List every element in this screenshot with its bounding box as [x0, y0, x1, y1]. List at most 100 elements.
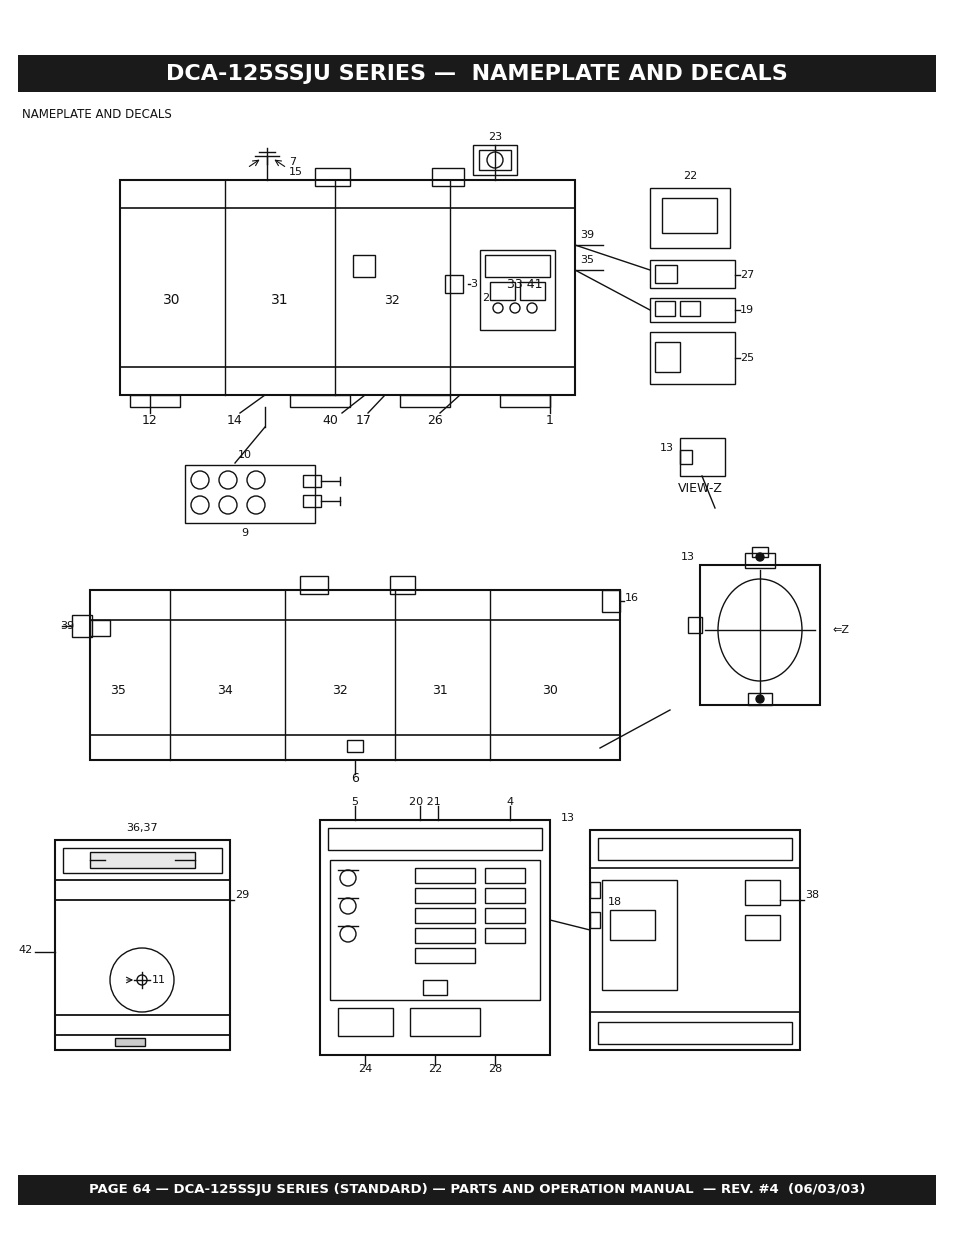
Bar — [90, 620, 110, 636]
Bar — [120, 180, 575, 395]
Bar — [115, 1037, 145, 1046]
Text: 33 41: 33 41 — [507, 279, 542, 291]
Bar — [661, 198, 717, 233]
Bar — [484, 927, 524, 944]
Bar — [299, 576, 328, 594]
Text: 16: 16 — [624, 593, 639, 603]
Text: 27: 27 — [740, 270, 754, 280]
Bar — [649, 298, 734, 322]
Text: 12: 12 — [142, 414, 157, 426]
Bar — [655, 266, 677, 283]
Bar — [598, 1023, 791, 1044]
Bar — [484, 888, 524, 903]
Bar — [679, 301, 700, 316]
Bar — [484, 908, 524, 923]
Bar — [415, 888, 475, 903]
Bar — [589, 911, 599, 927]
Bar — [479, 249, 555, 330]
Bar — [290, 395, 350, 408]
Bar — [18, 56, 935, 91]
Bar — [130, 395, 180, 408]
Text: 13: 13 — [560, 813, 575, 823]
Text: 22: 22 — [682, 170, 697, 182]
Text: 20 21: 20 21 — [409, 797, 440, 806]
Bar — [601, 881, 677, 990]
Text: 34: 34 — [217, 683, 233, 697]
Text: 3: 3 — [470, 279, 476, 289]
Bar — [649, 188, 729, 248]
Text: 36,37: 36,37 — [126, 823, 157, 832]
Bar — [687, 618, 701, 634]
Text: 15: 15 — [289, 167, 303, 177]
Bar — [90, 590, 619, 760]
Text: 13: 13 — [680, 552, 695, 562]
Bar — [589, 830, 800, 1050]
Text: 30: 30 — [541, 683, 558, 697]
Bar — [589, 882, 599, 898]
Text: 32: 32 — [332, 683, 348, 697]
Bar — [484, 254, 550, 277]
Text: 39: 39 — [579, 230, 594, 240]
Text: ⇐Z: ⇐Z — [831, 625, 848, 635]
Text: 42: 42 — [19, 945, 33, 955]
Bar — [353, 254, 375, 277]
Text: 31: 31 — [432, 683, 447, 697]
Text: 28: 28 — [487, 1065, 501, 1074]
Bar — [519, 282, 544, 300]
Text: NAMEPLATE AND DECALS: NAMEPLATE AND DECALS — [22, 107, 172, 121]
Bar — [330, 860, 539, 1000]
Bar — [18, 1174, 935, 1205]
Bar — [499, 395, 550, 408]
Bar — [347, 740, 363, 752]
Text: 38: 38 — [804, 890, 819, 900]
Bar — [337, 1008, 393, 1036]
Bar — [328, 827, 541, 850]
Text: 31: 31 — [271, 293, 289, 308]
Bar — [415, 948, 475, 963]
Bar — [422, 981, 447, 995]
Bar — [415, 868, 475, 883]
Bar — [478, 149, 511, 170]
Bar — [415, 927, 475, 944]
Bar — [679, 438, 724, 475]
Text: 7: 7 — [289, 157, 295, 167]
Text: 32: 32 — [384, 294, 399, 306]
Text: 25: 25 — [740, 353, 753, 363]
Bar — [415, 908, 475, 923]
Bar — [390, 576, 415, 594]
Bar — [679, 450, 691, 464]
Text: 6: 6 — [351, 772, 358, 784]
Bar — [90, 852, 194, 868]
Text: 35: 35 — [110, 683, 126, 697]
Text: 30: 30 — [163, 293, 180, 308]
Bar — [319, 820, 550, 1055]
Text: 24: 24 — [357, 1065, 372, 1074]
Bar — [399, 395, 450, 408]
Text: 18: 18 — [607, 897, 621, 906]
Bar — [655, 342, 679, 372]
Circle shape — [755, 695, 763, 703]
Text: 23: 23 — [487, 132, 501, 142]
Bar — [744, 915, 780, 940]
Bar — [55, 840, 230, 1050]
Bar — [314, 168, 350, 186]
Bar — [473, 144, 517, 175]
Bar — [598, 839, 791, 860]
Circle shape — [755, 553, 763, 561]
Text: DCA-125SSJU SERIES —  NAMEPLATE AND DECALS: DCA-125SSJU SERIES — NAMEPLATE AND DECAL… — [166, 63, 787, 84]
Text: 22: 22 — [428, 1065, 441, 1074]
Bar — [649, 261, 734, 288]
Text: 26: 26 — [427, 414, 442, 426]
Bar — [490, 282, 515, 300]
Bar — [185, 466, 314, 522]
Text: 5: 5 — [351, 797, 358, 806]
Bar — [484, 868, 524, 883]
Text: 35: 35 — [579, 254, 594, 266]
Bar — [303, 495, 320, 508]
Bar — [63, 848, 222, 873]
Bar — [744, 553, 774, 568]
Bar — [410, 1008, 479, 1036]
Text: PAGE 64 — DCA-125SSJU SERIES (STANDARD) — PARTS AND OPERATION MANUAL  — REV. #4 : PAGE 64 — DCA-125SSJU SERIES (STANDARD) … — [89, 1183, 864, 1197]
Text: 2: 2 — [481, 293, 489, 303]
Bar — [609, 910, 655, 940]
